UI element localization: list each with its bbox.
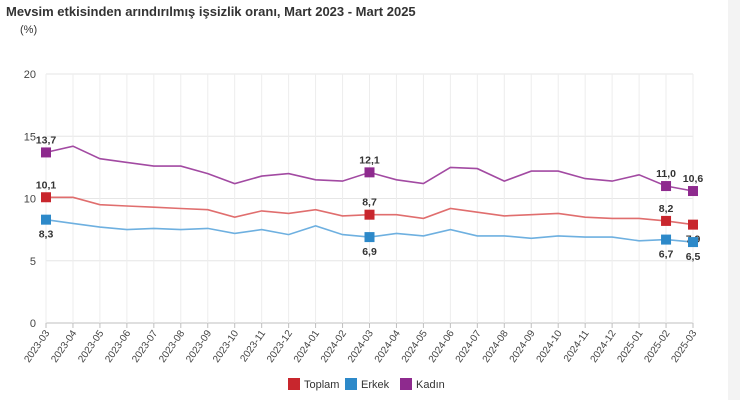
- scroll-edge: [728, 0, 740, 400]
- x-tick-label: 2024-05: [400, 328, 430, 365]
- x-tick-label: 2024-03: [346, 328, 376, 365]
- data-point-erkek: [41, 214, 51, 225]
- x-tick-label: 2024-08: [481, 328, 511, 365]
- y-tick-label: 20: [24, 69, 36, 81]
- data-label: 13,7: [36, 134, 57, 146]
- x-tick-label: 2024-10: [535, 328, 565, 365]
- data-point-toplam: [661, 215, 672, 226]
- y-tick-label: 5: [30, 256, 36, 268]
- chart-title: Mevsim etkisinden arındırılmış işsizlik …: [6, 4, 416, 19]
- data-label: 6,9: [362, 246, 377, 258]
- x-tick-label: 2023-07: [130, 328, 160, 365]
- legend-swatch-erkek: [345, 378, 357, 390]
- legend-label-erkek: Erkek: [361, 379, 390, 391]
- x-tick-label: 2024-04: [373, 328, 403, 365]
- legend-swatch-toplam: [288, 378, 300, 390]
- x-tick-label: 2023-10: [211, 328, 241, 365]
- data-label: 11,0: [656, 168, 676, 180]
- x-tick-label: 2024-09: [508, 328, 538, 365]
- legend: Toplam Erkek Kadın: [288, 378, 445, 391]
- data-point-kadın: [661, 181, 672, 192]
- data-label: 8,7: [362, 197, 377, 209]
- data-point-toplam: [41, 192, 51, 203]
- x-tick-label: 2024-02: [319, 328, 349, 365]
- y-tick-label: 15: [24, 131, 36, 143]
- data-point-kadın: [41, 147, 51, 158]
- data-label: 10,1: [36, 179, 57, 191]
- data-point-toplam: [688, 219, 698, 230]
- x-tick-label: 2023-09: [184, 328, 214, 365]
- data-label: 8,3: [39, 229, 54, 241]
- x-tick-label: 2025-02: [642, 328, 672, 365]
- x-tick-label: 2025-03: [669, 328, 699, 365]
- x-tick-label: 2024-01: [292, 328, 322, 365]
- x-tick-label: 2023-06: [103, 328, 133, 365]
- data-point-toplam: [364, 209, 375, 220]
- data-label: 6,5: [686, 251, 701, 263]
- y-axis-unit-label: (%): [20, 24, 38, 36]
- legend-label-toplam: Toplam: [304, 379, 339, 391]
- data-point-kadın: [688, 186, 698, 197]
- data-point-erkek: [364, 232, 375, 243]
- data-point-erkek: [661, 234, 672, 245]
- x-tick-label: 2024-12: [589, 328, 619, 365]
- data-label: 10,6: [683, 173, 704, 185]
- data-label: 12,1: [359, 154, 380, 166]
- x-tick-label: 2023-03: [22, 328, 52, 365]
- data-label: 6,7: [659, 249, 674, 261]
- data-point-kadın: [364, 167, 375, 178]
- x-tick-label: 2023-08: [157, 328, 187, 365]
- y-tick-label: 10: [24, 194, 36, 206]
- x-tick-label: 2023-12: [265, 328, 295, 365]
- x-tick-label: 2023-05: [76, 328, 106, 365]
- data-point-erkek: [688, 237, 698, 248]
- legend-label-kadın: Kadın: [416, 379, 445, 391]
- x-tick-label: 2024-07: [454, 328, 484, 365]
- y-tick-label: 0: [30, 318, 36, 330]
- x-tick-label: 2023-04: [49, 328, 79, 365]
- data-label: 8,2: [659, 203, 674, 215]
- x-tick-label: 2024-06: [427, 328, 457, 365]
- legend-swatch-kadın: [400, 378, 412, 390]
- x-tick-label: 2025-01: [615, 328, 645, 365]
